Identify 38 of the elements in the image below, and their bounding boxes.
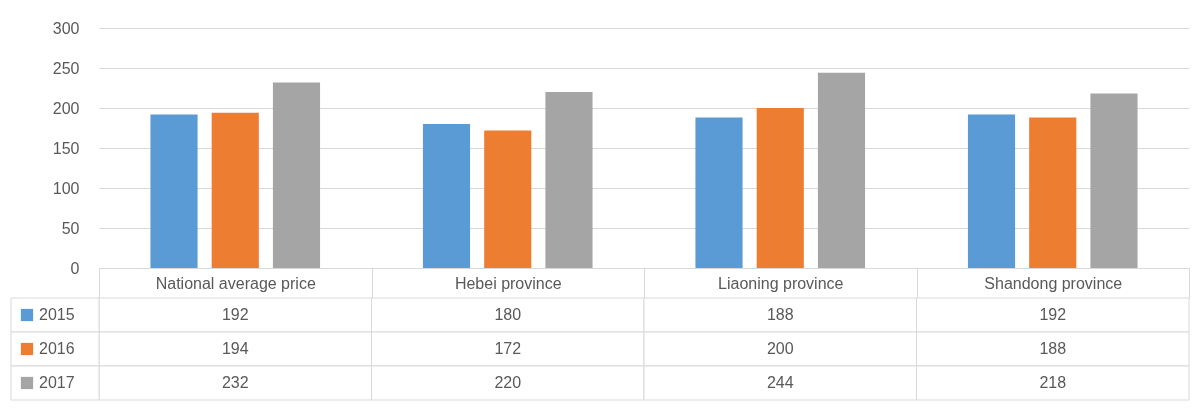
bar (422, 124, 471, 268)
y-tick-label: 300 (52, 19, 80, 37)
bar (817, 72, 866, 268)
legend-label: 2016 (39, 340, 75, 357)
data-label: 172 (494, 340, 522, 357)
y-tick-label: 250 (52, 59, 80, 77)
data-label: 232 (221, 374, 249, 391)
bar (272, 82, 321, 268)
data-label: 194 (221, 340, 249, 357)
data-label: 192 (221, 306, 249, 323)
legend-label: 2015 (39, 306, 75, 323)
bar (484, 130, 532, 268)
data-label: 188 (766, 306, 794, 323)
bar (695, 117, 743, 268)
bar (211, 112, 259, 268)
bar (756, 108, 804, 268)
data-label: 192 (1039, 306, 1067, 323)
bar (545, 92, 593, 268)
y-tick-label: 50 (61, 219, 80, 237)
data-label: 180 (494, 306, 522, 323)
data-label: 220 (494, 374, 522, 391)
y-tick-label: 0 (70, 259, 80, 277)
data-label: 244 (766, 374, 794, 391)
y-tick-label: 100 (52, 179, 80, 197)
bar (1090, 93, 1138, 268)
y-tick-label: 200 (52, 99, 80, 117)
bar (967, 114, 1016, 268)
bar (150, 114, 198, 268)
x-tick-label: National average price (155, 274, 316, 292)
x-tick-label: Hebei province (454, 274, 562, 292)
legend-label: 2017 (39, 374, 75, 391)
x-tick-label: Shandong province (984, 274, 1123, 292)
bar (1029, 117, 1077, 268)
x-tick-label: Liaoning province (718, 274, 844, 292)
data-label: 188 (1039, 340, 1067, 357)
y-tick-label: 150 (52, 139, 80, 157)
data-label: 200 (766, 340, 794, 357)
data-label: 218 (1039, 374, 1067, 391)
